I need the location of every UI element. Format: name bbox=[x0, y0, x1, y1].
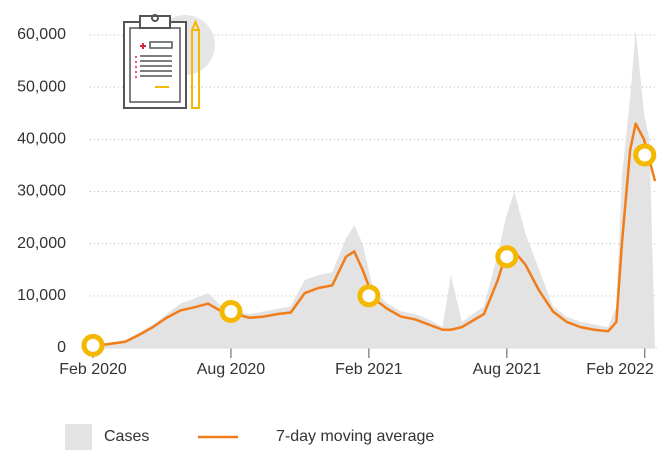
highlight-marker bbox=[219, 299, 243, 323]
y-tick-label: 10,000 bbox=[17, 287, 66, 304]
y-tick-label: 60,000 bbox=[17, 26, 66, 43]
highlight-marker bbox=[357, 284, 381, 308]
x-tick-label: Feb 2020 bbox=[59, 361, 127, 378]
plot bbox=[90, 29, 657, 358]
average-line bbox=[92, 122, 657, 347]
y-tick-label: 50,000 bbox=[17, 78, 66, 95]
highlight-marker bbox=[633, 143, 657, 167]
x-tick-label: Aug 2021 bbox=[473, 361, 542, 378]
y-tick-label: 30,000 bbox=[17, 183, 66, 200]
legend-label: Cases bbox=[104, 428, 149, 445]
y-tick-label: 0 bbox=[57, 339, 66, 356]
legend-swatch bbox=[65, 424, 92, 450]
highlight-marker bbox=[495, 245, 519, 269]
y-tick-label: 40,000 bbox=[17, 131, 66, 148]
cases-area bbox=[93, 29, 655, 349]
x-tick-label: Feb 2022 bbox=[586, 361, 654, 378]
x-tick-label: Aug 2020 bbox=[197, 361, 266, 378]
y-tick-label: 20,000 bbox=[17, 235, 66, 252]
x-tick-label: Feb 2021 bbox=[335, 361, 403, 378]
legend-label: 7-day moving average bbox=[276, 428, 434, 445]
clipboard-icon bbox=[123, 14, 215, 109]
highlight-marker bbox=[81, 333, 105, 357]
